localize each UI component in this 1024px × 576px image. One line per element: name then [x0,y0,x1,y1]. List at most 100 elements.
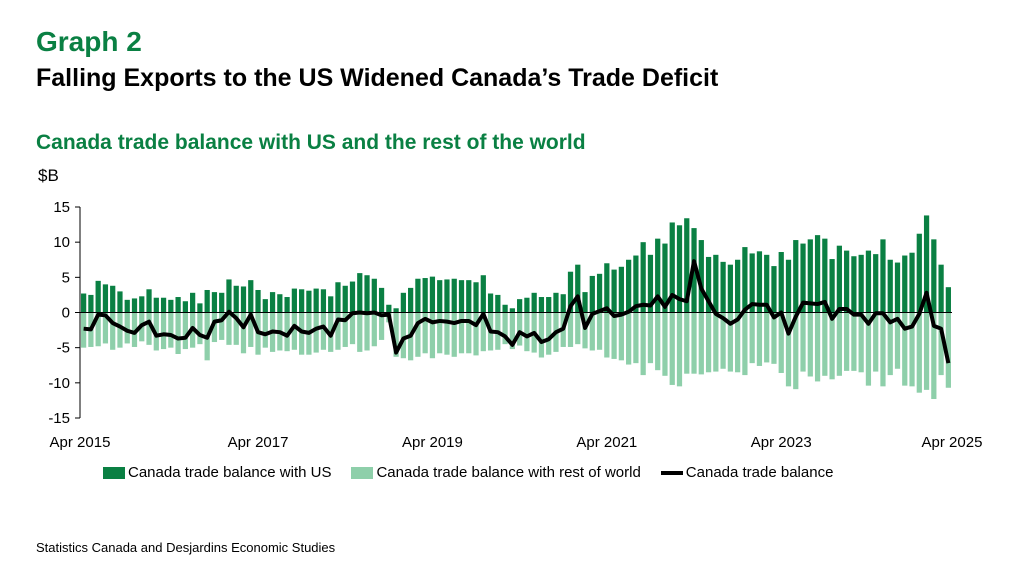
us-balance-bar [364,275,370,313]
rest-of-world-balance-bar [684,312,690,374]
us-balance-bar [742,247,748,313]
rest-of-world-balance-bar [335,312,341,350]
rest-of-world-balance-bar [102,312,109,344]
us-balance-bar [168,299,174,313]
y-tick-label: 0 [62,305,70,322]
us-balance-bar [117,291,123,313]
rest-of-world-balance-bar [233,312,239,345]
source-note: Statistics Canada and Desjardins Economi… [36,540,336,555]
rest-of-world-balance-bar [785,312,792,387]
rest-of-world-balance-bar [807,312,813,377]
us-balance-bar [909,252,915,313]
us-balance-bar [95,280,101,313]
rest-of-world-balance-bar [458,312,465,354]
us-balance-bar [589,275,595,313]
us-balance-bar [538,297,545,313]
rest-of-world-balance-bar [618,312,624,361]
us-balance-bar [713,254,719,313]
rest-of-world-balance-bar [713,312,719,372]
rest-of-world-balance-bar [836,312,842,376]
rest-of-world-balance-bar [262,312,268,348]
rest-of-world-balance-bar [95,312,101,347]
us-balance-bar [793,240,799,313]
us-balance-bar [458,280,465,313]
rest-of-world-balance-bar [371,312,377,347]
rest-of-world-balance-bar [647,312,654,364]
legend-label-us: Canada trade balance with US [128,464,332,481]
us-balance-bar [836,245,842,313]
rest-of-world-balance-bar [800,312,806,372]
x-tick-label: Apr 2017 [228,434,289,451]
rest-of-world-balance-bar [887,312,893,376]
us-balance-bar [698,240,704,313]
rest-of-world-balance-bar [691,312,697,374]
us-balance-bar [248,280,254,313]
rest-of-world-balance-bar [175,312,181,354]
us-balance-bar [269,292,276,313]
us-balance-bar [829,259,835,313]
us-balance-bar [923,215,930,313]
us-balance-bar [596,273,603,313]
rest-of-world-balance-bar [517,312,523,346]
rest-of-world-balance-bar [357,312,363,352]
rest-of-world-balance-bar [415,312,421,357]
us-balance-bar [335,282,341,313]
us-balance-bar [255,289,261,313]
us-balance-bar [582,292,588,313]
rest-of-world-balance-bar [844,312,850,371]
us-balance-bar [553,292,559,313]
us-balance-bar [175,297,181,313]
us-balance-bar [785,259,792,313]
rest-of-world-balance-bar [131,312,138,347]
legend-label-total: Canada trade balance [685,464,834,481]
rest-of-world-balance-bar [880,312,886,387]
rest-of-world-balance-bar [146,312,152,345]
rest-of-world-balance-bar [858,312,864,373]
us-balance-bar [822,238,828,313]
us-balance-bar [110,285,116,313]
us-balance-bar [640,242,646,313]
rest-of-world-balance-bar [735,312,741,373]
us-balance-bar [814,235,821,313]
rest-of-world-balance-bar [422,312,428,354]
us-balance-bar [139,296,145,313]
x-tick-label: Apr 2015 [50,434,111,451]
us-balance-bar [851,256,857,313]
y-tick-label: -5 [57,340,70,357]
us-balance-bar [756,251,763,313]
us-balance-bar [764,254,770,313]
us-balance-bar [313,288,319,313]
us-balance-bar [146,289,152,313]
rest-of-world-balance-bar [248,312,254,347]
us-balance-bar [400,292,406,313]
rest-of-world-balance-bar [829,312,835,380]
rest-of-world-balance-bar [902,312,908,386]
us-balance-bar [735,259,741,313]
y-tick-label: 10 [53,234,70,251]
us-balance-bar [618,266,624,313]
us-balance-bar [349,281,356,313]
us-balance-bar [727,264,733,313]
us-balance-bar [873,254,879,313]
rest-of-world-balance-bar [437,312,443,354]
rest-of-world-balance-bar [916,312,922,393]
legend-swatch-us [103,466,125,479]
rest-of-world-balance-bar [851,312,857,371]
us-balance-bar [938,264,944,313]
rest-of-world-balance-bar [655,312,661,371]
us-balance-bar [473,282,479,313]
us-balance-bar [451,278,457,313]
rest-of-world-balance-bar [538,312,545,358]
us-balance-bar [88,294,94,313]
rest-of-world-balance-bar [502,312,508,345]
us-balance-bar [480,275,486,313]
rest-of-world-balance-bar [299,312,305,355]
rest-of-world-balance-bar [444,312,450,355]
us-balance-bar [219,292,225,313]
rest-of-world-balance-bar [182,312,188,350]
us-balance-bar [291,288,297,313]
rest-of-world-balance-bar [509,312,515,350]
us-balance-bar [778,252,784,313]
rest-of-world-balance-bar [575,312,581,345]
us-balance-bar [894,262,901,313]
